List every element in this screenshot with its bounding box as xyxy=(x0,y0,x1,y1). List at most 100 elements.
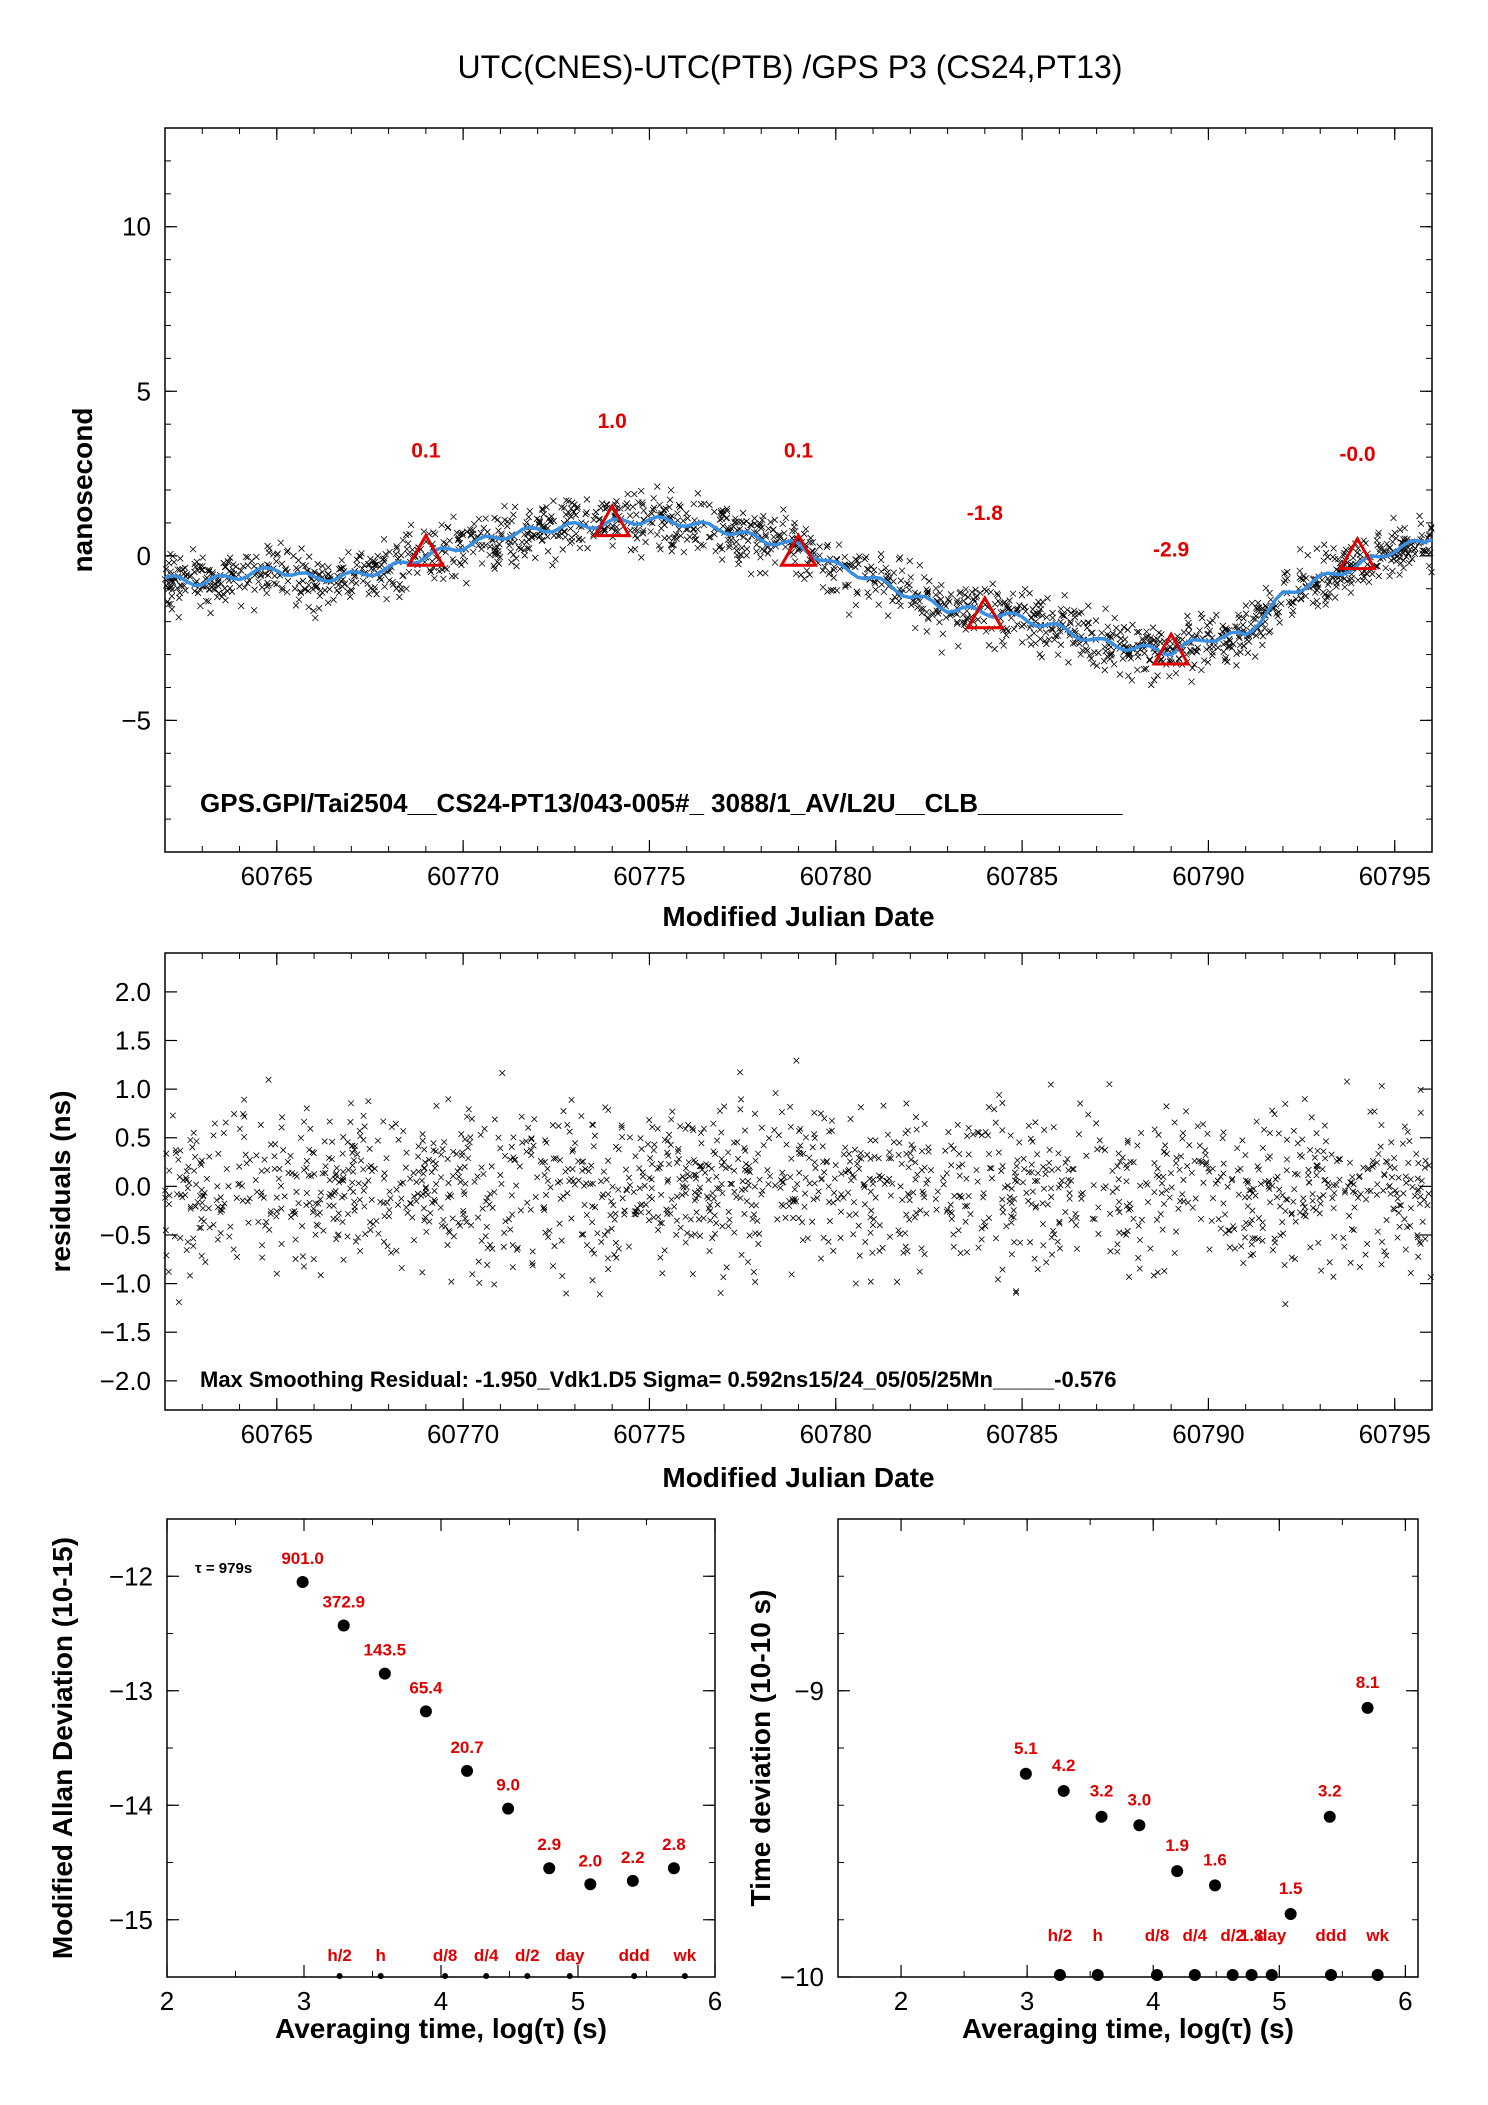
residual-point xyxy=(495,1134,502,1141)
residual-point xyxy=(821,1169,828,1176)
measurement-point xyxy=(396,580,404,588)
measurement-point xyxy=(762,531,770,538)
measurement-point xyxy=(614,528,622,535)
residual-point xyxy=(517,1207,525,1214)
y-axis-label: residuals (ns) xyxy=(45,1090,76,1272)
residual-point xyxy=(465,1106,472,1113)
measurement-point xyxy=(1185,623,1193,630)
residual-point xyxy=(1425,1190,1432,1197)
measurement-point xyxy=(1147,634,1155,641)
residual-point xyxy=(1307,1147,1314,1154)
residual-point xyxy=(1209,1195,1217,1202)
measurement-point xyxy=(753,541,760,548)
residual-point xyxy=(329,1192,336,1199)
residual-point xyxy=(806,1154,813,1161)
residual-point xyxy=(788,1155,795,1162)
measurement-point xyxy=(197,602,204,610)
residual-point xyxy=(730,1139,738,1146)
measurement-point xyxy=(1152,639,1160,647)
measurement-point xyxy=(438,521,446,529)
residual-point xyxy=(190,1242,197,1250)
residual-point xyxy=(1416,1238,1423,1246)
residual-point xyxy=(673,1193,681,1200)
residual-point xyxy=(842,1144,849,1151)
residual-point xyxy=(720,1159,728,1166)
measurement-point xyxy=(278,560,286,568)
measurement-point xyxy=(819,567,827,574)
measurement-point xyxy=(884,569,891,576)
residual-point xyxy=(557,1195,564,1202)
residual-point xyxy=(1177,1153,1185,1160)
measurement-point xyxy=(350,573,358,580)
residual-point xyxy=(787,1103,794,1110)
residual-point xyxy=(685,1121,692,1129)
residual-point xyxy=(1093,1120,1100,1127)
residual-point xyxy=(743,1167,750,1174)
measurement-point xyxy=(380,535,388,543)
measurement-point xyxy=(886,574,893,582)
residual-point xyxy=(1259,1219,1266,1226)
measurement-point xyxy=(175,613,183,621)
y-tick-label: 10 xyxy=(122,212,151,242)
measurement-point xyxy=(536,519,544,526)
measurement-point xyxy=(639,501,646,509)
measurement-point xyxy=(1331,594,1339,601)
measurement-point xyxy=(650,504,658,512)
residual-point xyxy=(918,1245,925,1252)
residual-point xyxy=(825,1183,832,1190)
measurement-point xyxy=(459,552,467,559)
measurement-point xyxy=(1340,575,1348,583)
residual-point xyxy=(466,1139,473,1146)
measurement-point xyxy=(954,642,962,650)
measurement-point xyxy=(961,619,969,626)
measurement-point xyxy=(1117,635,1125,642)
residual-point xyxy=(760,1142,767,1149)
residual-point xyxy=(564,1121,571,1128)
measurement-point xyxy=(381,583,388,590)
residual-point xyxy=(1116,1198,1123,1205)
measurement-point xyxy=(467,526,474,534)
residual-point xyxy=(855,1154,863,1162)
measurement-point xyxy=(312,614,319,622)
residual-point xyxy=(271,1165,278,1172)
residual-point xyxy=(611,1251,618,1258)
residual-point xyxy=(1283,1156,1291,1163)
measurement-point xyxy=(1214,644,1222,651)
residual-point xyxy=(1414,1234,1421,1241)
measurement-point xyxy=(667,541,675,549)
y-tick-label: −5 xyxy=(121,705,151,735)
residual-point xyxy=(604,1255,611,1262)
measurement-point xyxy=(1101,666,1109,674)
residual-point xyxy=(197,1224,205,1231)
residual-point xyxy=(280,1147,287,1154)
measurement-point xyxy=(1188,678,1195,685)
measurement-point xyxy=(679,517,687,525)
residual-point xyxy=(642,1201,650,1208)
residual-point xyxy=(886,1175,893,1182)
residual-point xyxy=(651,1141,658,1148)
measurement-point xyxy=(1100,657,1108,665)
triangle-marker xyxy=(1151,631,1191,666)
residual-point xyxy=(206,1153,213,1160)
residual-point xyxy=(791,1186,798,1193)
residual-point xyxy=(739,1178,746,1185)
x-tick-label: 60785 xyxy=(986,861,1058,891)
residual-point xyxy=(563,1290,570,1297)
residual-point xyxy=(1290,1198,1297,1205)
measurement-point xyxy=(508,517,515,525)
residual-point xyxy=(223,1165,230,1173)
measurement-point xyxy=(985,642,993,649)
residual-point xyxy=(790,1214,797,1222)
measurement-point xyxy=(669,541,676,549)
baseline-point xyxy=(1245,1969,1258,1981)
measurement-point xyxy=(692,536,700,543)
residual-point xyxy=(1157,1211,1164,1218)
measurement-point xyxy=(1311,589,1319,596)
measurement-point xyxy=(1102,605,1109,613)
residual-point xyxy=(1282,1301,1289,1308)
residual-point xyxy=(893,1278,901,1285)
residual-point xyxy=(603,1176,610,1183)
residual-point xyxy=(410,1169,417,1177)
residual-point xyxy=(171,1233,178,1240)
tdev-point xyxy=(1133,1819,1146,1832)
